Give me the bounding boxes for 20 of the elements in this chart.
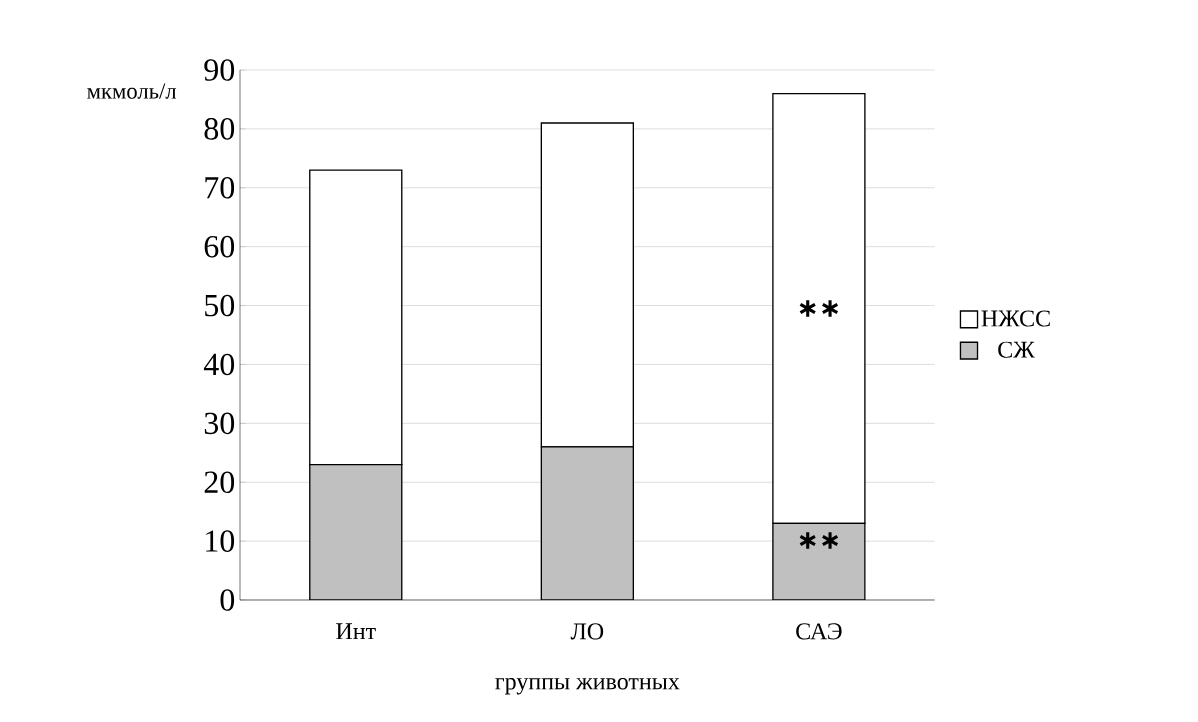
y-tick-label: 30: [204, 412, 235, 435]
y-tick-label: 40: [203, 353, 235, 376]
legend-label: СЖ: [998, 341, 1035, 358]
y-tick-label: 90: [204, 59, 235, 81]
y-tick-label: 60: [204, 235, 235, 258]
annotation: ∗∗: [799, 532, 839, 549]
y-tick-label: 20: [204, 471, 235, 494]
y-tick-label: 50: [205, 294, 235, 317]
x-tick-label: САЭ: [796, 623, 842, 640]
legend-label: НЖСС: [981, 310, 1050, 327]
y-tick-label: 80: [204, 118, 235, 140]
y-axis-title: мкмоль/л: [87, 83, 177, 99]
y-tick-label: 0: [220, 589, 235, 611]
annotation: ∗∗: [799, 300, 839, 317]
x-tick-label: ЛО: [570, 623, 604, 640]
bar: [772, 522, 866, 600]
x-axis-title: группы животных: [495, 677, 680, 695]
x-tick-label: Инт: [336, 623, 376, 640]
y-tick-label: 10: [206, 530, 235, 552]
y-tick-label: 70: [205, 176, 235, 199]
